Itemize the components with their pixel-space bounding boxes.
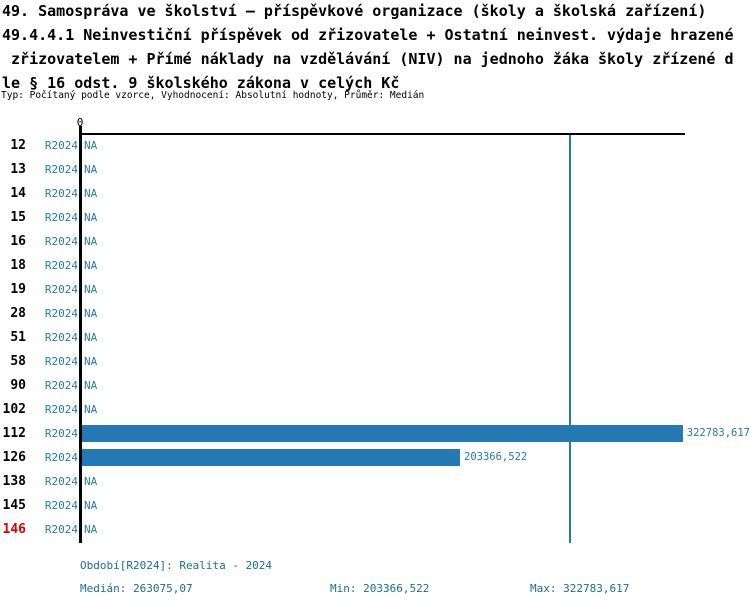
table-row: 28 R2024 NA [0,301,750,325]
table-row: 146 R2024 NA [0,517,750,541]
row-na-value: NA [84,138,98,152]
row-rank-label: 13 [10,161,26,177]
value-bar[interactable] [82,424,683,442]
row-na-value: NA [84,162,98,176]
row-rank-label: 126 [2,449,26,465]
table-row: 58 R2024 NA [0,349,750,373]
row-period-label: R2024 [44,378,78,392]
row-period-label: R2024 [44,450,78,464]
row-rank-label: 146 [2,521,26,537]
row-na-value: NA [84,210,98,224]
row-period-label: R2024 [44,474,78,488]
row-period-label: R2024 [44,330,78,344]
row-period-label: R2024 [44,234,78,248]
row-rank-label: 12 [10,137,26,153]
row-rank-label: 90 [10,377,26,393]
chart-title-line-4: le § 16 odst. 9 školského zákona v celýc… [2,74,400,92]
row-na-value: NA [84,354,98,368]
table-row: 102 R2024 NA [0,397,750,421]
chart-title-line-2: 49.4.4.1 Neinvestiční příspěvek od zřizo… [2,26,734,44]
y-axis-line [79,126,82,543]
chart-title-line-1: 49. Samospráva ve školství – příspěvkové… [2,2,707,20]
table-row: 51 R2024 NA [0,325,750,349]
row-period-label: R2024 [44,162,78,176]
x-axis-zero-tick-label: 0 [76,116,84,129]
row-rank-label: 112 [2,425,26,441]
table-row: 12 R2024 NA [0,133,750,157]
row-na-value: NA [84,474,98,488]
row-period-label: R2024 [44,186,78,200]
row-rank-label: 16 [10,233,26,249]
row-na-value: NA [84,522,98,536]
row-rank-label: 14 [10,185,26,201]
table-row: 145 R2024 NA [0,493,750,517]
row-na-value: NA [84,330,98,344]
row-na-value: NA [84,234,98,248]
footer-max-label: Max: 322783,617 [530,582,630,595]
table-row: 19 R2024 NA [0,277,750,301]
row-na-value: NA [84,402,98,416]
row-period-label: R2024 [44,402,78,416]
row-rank-label: 58 [10,353,26,369]
row-rank-label: 138 [2,473,26,489]
table-row: 18 R2024 NA [0,253,750,277]
row-period-label: R2024 [44,258,78,272]
x-axis-line [79,133,685,135]
row-rank-label: 145 [2,497,26,513]
table-row: 14 R2024 NA [0,181,750,205]
bar-value-label: 322783,617 [686,427,750,439]
footer-min-label: Min: 203366,522 [330,582,430,595]
row-rank-label: 18 [10,257,26,273]
table-row: 16 R2024 NA [0,229,750,253]
row-period-label: R2024 [44,282,78,296]
footer-median-label: Medián: 263075,07 [80,582,193,595]
bar-value-label: 203366,522 [464,451,528,463]
table-row: 138 R2024 NA [0,469,750,493]
table-row: 15 R2024 NA [0,205,750,229]
chart-title-line-3: zřizovatelem + Přímé náklady na vzdělává… [2,50,734,68]
table-row: 90 R2024 NA [0,373,750,397]
median-line [569,135,571,543]
table-row: 112 R2024 322783,617 [0,421,750,445]
footer-period-label: Období[R2024]: Realita - 2024 [80,559,273,572]
row-na-value: NA [84,306,98,320]
row-na-value: NA [84,378,98,392]
row-period-label: R2024 [44,498,78,512]
row-rank-label: 102 [2,401,26,417]
row-rank-label: 51 [10,329,26,345]
row-period-label: R2024 [44,138,78,152]
row-na-value: NA [84,186,98,200]
chart-subtitle: Typ: Počítaný podle vzorce, Vyhodnocení:… [1,90,425,101]
table-row: 13 R2024 NA [0,157,750,181]
table-row: 126 R2024 203366,522 [0,445,750,469]
row-rank-label: 15 [10,209,26,225]
row-na-value: NA [84,258,98,272]
row-na-value: NA [84,498,98,512]
row-period-label: R2024 [44,354,78,368]
row-rank-label: 28 [10,305,26,321]
row-period-label: R2024 [44,522,78,536]
row-period-label: R2024 [44,306,78,320]
row-na-value: NA [84,282,98,296]
row-period-label: R2024 [44,210,78,224]
value-bar[interactable] [82,448,460,466]
row-period-label: R2024 [44,426,78,440]
row-rank-label: 19 [10,281,26,297]
